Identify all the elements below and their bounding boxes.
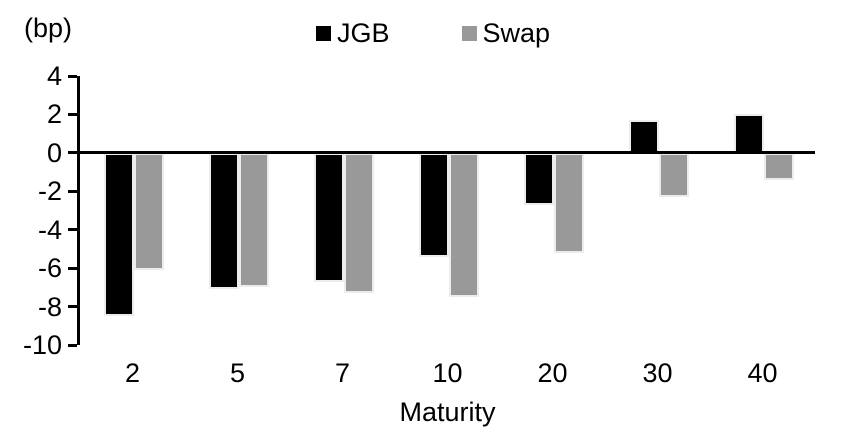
- bar-swap-7: [344, 152, 374, 294]
- bar-swap-30: [659, 152, 689, 198]
- y-axis-tick: [68, 343, 77, 347]
- y-axis-tick-label: -4: [37, 214, 62, 245]
- legend-label-jgb: JGB: [337, 18, 390, 48]
- x-axis-tick-label: 30: [642, 358, 673, 388]
- bar-jgb-30: [629, 120, 659, 153]
- bar-jgb-10: [419, 152, 449, 257]
- y-axis-tick-label: 2: [46, 99, 62, 130]
- bar-swap-20: [554, 152, 584, 253]
- bar-jgb-7: [314, 152, 344, 282]
- y-axis-tick-label: 0: [46, 137, 62, 168]
- x-axis-tick-label: 7: [334, 358, 351, 388]
- legend: JGB Swap: [316, 18, 551, 49]
- x-axis-tick-label: 2: [124, 358, 141, 388]
- x-axis-tick-label: 5: [229, 358, 246, 388]
- x-axis-title: Maturity: [399, 397, 496, 427]
- y-axis-tick-label: -6: [37, 253, 62, 284]
- y-axis-line: [77, 76, 80, 345]
- y-axis-tick: [68, 189, 77, 193]
- y-axis-tick: [68, 151, 77, 155]
- y-axis-tick: [68, 112, 77, 116]
- bar-jgb-5: [209, 152, 239, 290]
- y-axis-tick: [68, 74, 77, 78]
- y-axis-tick-label: -10: [22, 330, 62, 360]
- y-axis-tick: [68, 228, 77, 232]
- x-axis-tick-label: 20: [537, 358, 568, 388]
- bar-swap-2: [134, 152, 164, 271]
- bar-jgb-20: [524, 152, 554, 205]
- bar-jgb-40: [734, 114, 764, 153]
- bar-jgb-2: [104, 152, 134, 317]
- y-axis-unit-label: (bp): [24, 13, 73, 43]
- y-axis-tick: [68, 266, 77, 270]
- bar-swap-5: [239, 152, 269, 288]
- swap-swatch-icon: [461, 26, 477, 42]
- legend-item-swap: Swap: [461, 18, 551, 49]
- x-axis-tick-label: 40: [747, 358, 778, 388]
- jgb-swatch-icon: [316, 26, 331, 42]
- y-axis-tick-label: -8: [37, 291, 62, 322]
- bar-swap-40: [764, 152, 794, 180]
- zero-axis-line: [80, 151, 815, 155]
- legend-label-swap: Swap: [482, 18, 551, 48]
- legend-item-jgb: JGB: [316, 18, 390, 49]
- y-axis-tick-label: 4: [46, 61, 62, 91]
- y-axis-tick: [68, 305, 77, 309]
- y-axis-tick-label: -2: [37, 176, 62, 207]
- x-axis-tick-label: 10: [432, 358, 463, 388]
- bar-swap-10: [449, 152, 479, 297]
- plot-area: [68, 74, 815, 347]
